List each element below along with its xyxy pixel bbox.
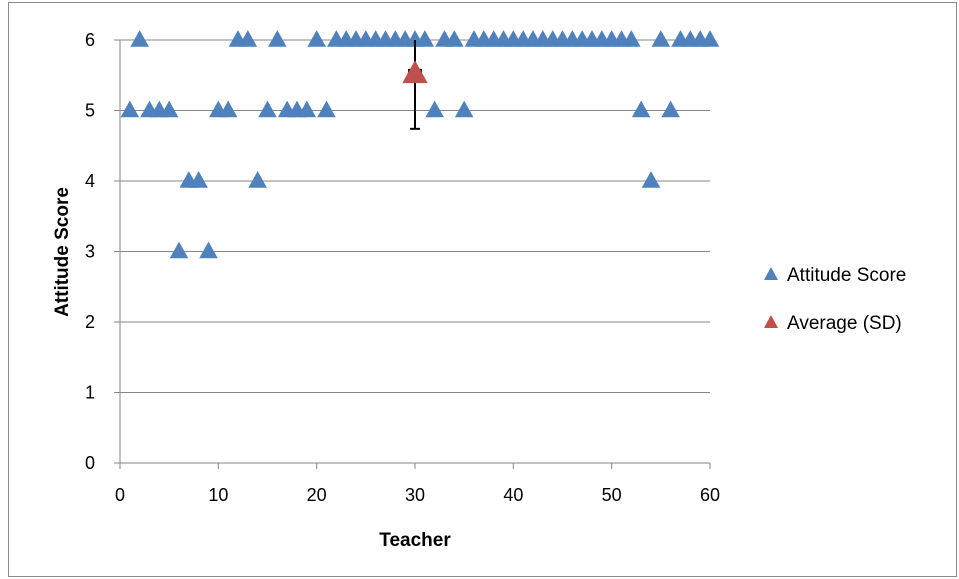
attitude-point-20	[307, 30, 326, 47]
legend-label-average: Average (SD)	[787, 313, 902, 334]
y-tick-label-5: 5	[85, 101, 95, 121]
attitude-score-points	[120, 30, 720, 259]
x-tick-label-50: 50	[602, 485, 622, 505]
attitude-point-32	[425, 100, 444, 118]
x-tick-label-20: 20	[307, 485, 327, 505]
y-axis-title: Attitude Score	[52, 187, 73, 317]
attitude-point-55	[651, 30, 671, 47]
x-tick-label-0: 0	[115, 485, 125, 505]
attitude-point-60	[700, 30, 720, 47]
attitude-point-16	[268, 30, 287, 47]
legend-label-attitude-score: Attitude Score	[787, 265, 906, 286]
attitude-point-53	[631, 100, 651, 118]
y-tick-label-3: 3	[85, 242, 95, 262]
average-point-marker	[402, 60, 428, 84]
attitude-point-19	[297, 100, 317, 118]
attitude-point-11	[218, 100, 238, 118]
attitude-point-9	[199, 241, 218, 259]
attitude-point-35	[454, 100, 474, 118]
attitude-point-13	[238, 30, 258, 47]
attitude-point-2	[130, 30, 149, 47]
attitude-point-5	[159, 100, 179, 118]
attitude-point-52	[622, 30, 641, 47]
attitude-point-21	[317, 100, 336, 118]
y-tick-label-4: 4	[85, 171, 95, 191]
y-tick-labels: 0 1 2 3 4 5 6	[85, 30, 95, 473]
x-tick-label-60: 60	[700, 485, 720, 505]
attitude-point-34	[445, 30, 464, 47]
x-tick-labels: 0 10 20 30 40 50 60	[115, 485, 720, 505]
attitude-point-6	[169, 241, 189, 259]
y-tick-label-1: 1	[85, 383, 95, 403]
attitude-point-1	[120, 100, 140, 118]
attitude-point-14	[248, 171, 267, 188]
legend-marker-average	[764, 315, 778, 328]
attitude-point-31	[415, 30, 435, 47]
x-tick-label-30: 30	[405, 485, 425, 505]
legend: Attitude Score Average (SD)	[764, 265, 906, 334]
x-axis-title: Teacher	[379, 530, 451, 551]
chart-frame	[8, 2, 957, 577]
axes	[114, 39, 711, 469]
y-tick-label-0: 0	[85, 453, 95, 473]
x-tick-label-10: 10	[208, 485, 228, 505]
y-tick-label-2: 2	[85, 312, 95, 332]
attitude-point-56	[661, 100, 680, 118]
y-tick-label-6: 6	[85, 30, 95, 50]
attitude-point-15	[258, 100, 277, 118]
x-tick-label-40: 40	[503, 485, 523, 505]
average-point	[402, 40, 428, 130]
attitude-point-8	[189, 171, 208, 188]
legend-marker-attitude-score	[764, 267, 778, 280]
attitude-point-54	[641, 171, 661, 188]
